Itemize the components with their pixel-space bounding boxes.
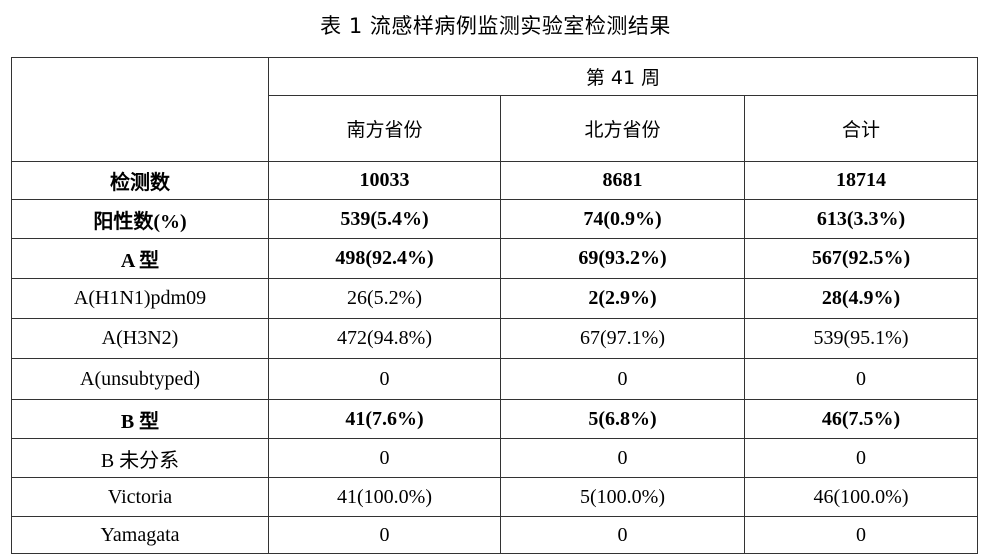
cell-north: 8681 — [500, 161, 745, 200]
table-row: Yamagata 0 0 0 — [11, 516, 979, 554]
cell-south: 498(92.4%) — [268, 238, 501, 279]
cell-total: 46(100.0%) — [743, 477, 979, 517]
cell-north: 5(6.8%) — [500, 399, 745, 439]
cell-north: 0 — [500, 358, 745, 400]
table-row: A(unsubtyped) 0 0 0 — [11, 358, 979, 400]
cell-south: 41(7.6%) — [268, 399, 501, 439]
row-label: B 型 — [11, 399, 269, 439]
cell-total: 539(95.1%) — [743, 318, 979, 359]
row-label: Yamagata — [11, 516, 269, 554]
cell-north: 5(100.0%) — [500, 477, 745, 517]
cell-north: 74(0.9%) — [500, 199, 745, 239]
row-label: A(unsubtyped) — [11, 358, 269, 400]
cell-south: 0 — [268, 516, 501, 554]
cell-south: 472(94.8%) — [268, 318, 501, 359]
cell-south: 26(5.2%) — [268, 278, 501, 319]
table-row: B 未分系 0 0 0 — [11, 438, 979, 478]
cell-north: 69(93.2%) — [500, 238, 745, 279]
cell-total: 613(3.3%) — [743, 199, 979, 239]
cell-total: 18714 — [743, 161, 979, 200]
row-label: Victoria — [11, 477, 269, 517]
column-header-total: 合计 — [743, 95, 979, 162]
row-label: A(H1N1)pdm09 — [11, 278, 269, 319]
cell-total: 0 — [743, 516, 979, 554]
table-row: A 型 498(92.4%) 69(93.2%) 567(92.5%) — [11, 238, 979, 279]
week-header: 第 41 周 — [267, 57, 979, 96]
cell-north: 0 — [500, 516, 745, 554]
table-row: B 型 41(7.6%) 5(6.8%) 46(7.5%) — [11, 399, 979, 439]
lab-results-table: 第 41 周 南方省份 北方省份 合计 检测数 10033 8681 18714 阳性数… — [11, 57, 979, 554]
column-header-south: 南方省份 — [268, 95, 501, 162]
cell-total: 46(7.5%) — [743, 399, 979, 439]
row-label: 检测数 — [11, 161, 269, 200]
row-label: 阳性数(%) — [11, 199, 269, 239]
cell-south: 41(100.0%) — [268, 477, 501, 517]
row-label: B 未分系 — [11, 438, 269, 478]
table-caption: 表 1 流感样病例监测实验室检测结果 — [320, 14, 671, 38]
cell-north: 0 — [500, 438, 745, 478]
cell-total: 0 — [743, 438, 979, 478]
table-row: A(H3N2) 472(94.8%) 67(97.1%) 539(95.1%) — [11, 318, 979, 359]
table-row: Victoria 41(100.0%) 5(100.0%) 46(100.0%) — [11, 477, 979, 517]
cell-total: 567(92.5%) — [743, 238, 979, 279]
cell-total: 28(4.9%) — [743, 278, 979, 319]
corner-cell — [11, 57, 269, 162]
cell-north: 67(97.1%) — [500, 318, 745, 359]
cell-south: 0 — [268, 438, 501, 478]
cell-total: 0 — [743, 358, 979, 400]
table-row: 阳性数(%) 539(5.4%) 74(0.9%) 613(3.3%) — [11, 199, 979, 239]
cell-south: 539(5.4%) — [268, 199, 501, 239]
row-label: A 型 — [11, 238, 269, 279]
cell-south: 0 — [268, 358, 501, 400]
cell-south: 10033 — [268, 161, 501, 200]
table-row: 检测数 10033 8681 18714 — [11, 161, 979, 200]
row-label: A(H3N2) — [11, 318, 269, 359]
cell-north: 2(2.9%) — [500, 278, 745, 319]
column-header-north: 北方省份 — [500, 95, 745, 162]
table-row: A(H1N1)pdm09 26(5.2%) 2(2.9%) 28(4.9%) — [11, 278, 979, 319]
